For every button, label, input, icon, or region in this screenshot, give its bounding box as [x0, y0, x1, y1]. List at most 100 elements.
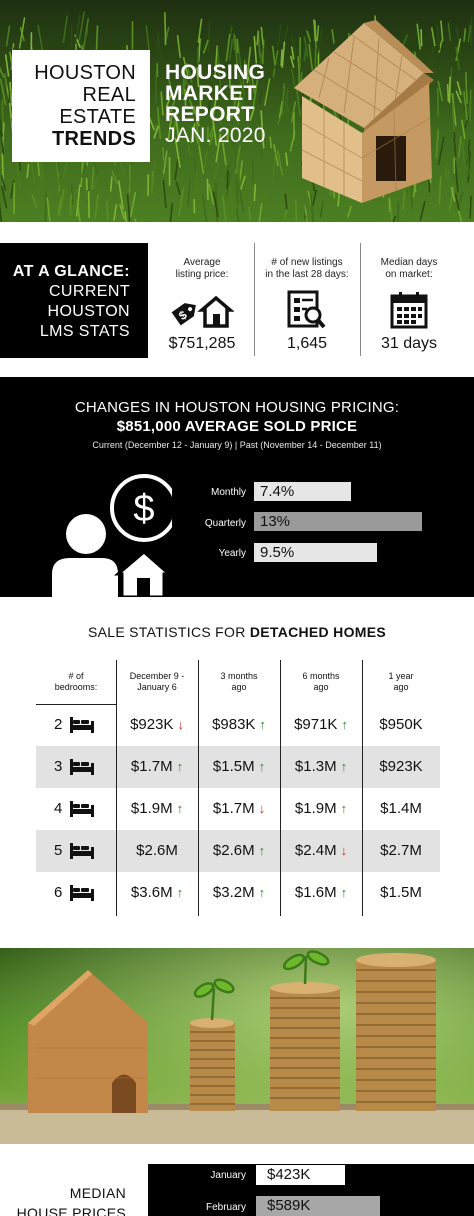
bed-icon — [70, 843, 94, 859]
stat-caption: # of new listings — [271, 257, 343, 268]
header-divider — [36, 704, 116, 705]
arrow-up-icon: ↑ — [340, 759, 348, 774]
price-value: $1.5M — [380, 884, 422, 901]
svg-text:$: $ — [133, 488, 154, 530]
person-dollar-house-icon: $ — [52, 474, 172, 597]
bed-icon — [70, 759, 94, 775]
report-line: HOUSING — [165, 61, 266, 84]
header-text: ago — [231, 682, 247, 692]
report-title: HOUSING MARKET REPORT JAN. 2020 — [165, 62, 266, 146]
column-divider — [362, 660, 363, 916]
divider — [254, 243, 255, 356]
price-cell: $1.5M ↑ — [198, 746, 280, 788]
price-cell: $1.4M — [362, 788, 440, 830]
header-1-year: 1 year ago — [362, 660, 440, 704]
price-cell: $1.6M ↑ — [280, 872, 362, 914]
median-bar-january: $423K — [256, 1165, 345, 1185]
change-label-yearly: Yearly — [218, 548, 246, 559]
header-text: December 9 - — [129, 671, 185, 681]
glance-heading-box: AT A GLANCE: CURRENT HOUSTON LMS STATS — [0, 243, 148, 358]
sale-title-prefix: SALE STATISTICS FOR — [87, 624, 250, 640]
stat-caption: on market: — [385, 269, 433, 280]
glance-line: CURRENT — [48, 283, 130, 300]
price-cell: $950K — [362, 704, 440, 746]
sale-statistics-title: SALE STATISTICS FOR DETACHED HOMES — [0, 624, 474, 640]
divider — [360, 243, 361, 356]
column-divider — [198, 660, 199, 916]
title-line: ESTATE — [59, 106, 136, 128]
header-text: 6 months — [302, 671, 340, 681]
change-bar-monthly: 7.4% — [254, 482, 351, 501]
median-bar-february: $589K — [256, 1196, 380, 1216]
bedroom-count: 4 — [54, 800, 63, 817]
median-heading: MEDIAN — [69, 1185, 126, 1201]
table-row: 5 $2.6M $2.6M ↑ $2.4M ↓ $2.7M — [36, 830, 440, 872]
title-line: TRENDS — [51, 128, 136, 150]
stat-median-days: Median days on market: 31 days — [361, 243, 457, 358]
stat-caption: listing price: — [175, 269, 229, 280]
coins-house-image — [0, 948, 474, 1144]
arrow-down-icon: ↓ — [258, 801, 266, 816]
stat-caption: Average — [183, 257, 221, 268]
price-value: $1.7M — [212, 800, 255, 817]
arrow-up-icon: ↑ — [258, 759, 266, 774]
report-line: MARKET — [165, 82, 257, 105]
arrow-up-icon: ↑ — [176, 801, 184, 816]
change-label-quarterly: Quarterly — [204, 518, 246, 529]
wooden-house-image — [294, 20, 434, 203]
change-label-monthly: Monthly — [210, 487, 246, 498]
price-value: $2.6M — [136, 842, 178, 859]
price-cell: $1.3M ↑ — [280, 746, 362, 788]
price-value: $1.4M — [380, 800, 422, 817]
price-value: $2.7M — [380, 842, 422, 859]
stat-average-listing-price: Average listing price: $ $751,285 — [150, 243, 254, 358]
average-sold-price: $851,000 AVERAGE SOLD PRICE — [116, 418, 358, 435]
change-bar-yearly: 9.5% — [254, 543, 377, 562]
price-value: $3.6M — [130, 884, 173, 901]
coins-house-illustration — [0, 948, 474, 1144]
header-text: # of — [68, 671, 84, 681]
table-row: 4 $1.9M ↑ $1.7M ↓ $1.9M ↑ $1.4M — [36, 788, 440, 830]
arrow-up-icon: ↑ — [259, 717, 266, 732]
sale-title-bold: DETACHED HOMES — [249, 624, 386, 640]
stat-caption: Median days — [380, 257, 438, 268]
arrow-up-icon: ↑ — [176, 885, 184, 900]
table-row: 3 $1.7M ↑ $1.5M ↑ $1.3M ↑ $923K — [36, 746, 440, 788]
glance-line: HOUSTON — [47, 303, 130, 320]
bedroom-count: 5 — [54, 842, 63, 859]
arrow-down-icon: ↓ — [340, 843, 348, 858]
arrow-up-icon: ↑ — [258, 843, 266, 858]
header-6-months: 6 months ago — [280, 660, 362, 704]
price-value: $1.9M — [294, 800, 337, 817]
bed-icon — [70, 885, 94, 901]
price-value: $1.3M — [294, 758, 337, 775]
arrow-up-icon: ↑ — [340, 801, 348, 816]
median-heading: HOUSE PRICES — [16, 1205, 126, 1216]
pricing-heading: CHANGES IN HOUSTON HOUSING PRICING: — [74, 399, 400, 416]
bedroom-count: 2 — [54, 716, 63, 733]
report-date: JAN. 2020 — [165, 124, 266, 147]
glance-line: LMS STATS — [39, 323, 130, 340]
pricing-changes-section: CHANGES IN HOUSTON HOUSING PRICING: $851… — [0, 377, 474, 597]
price-cell: $3.2M ↑ — [198, 872, 280, 914]
median-label-january: January — [210, 1170, 246, 1181]
median-prices-section: MEDIAN HOUSE PRICES January $423K Februa… — [0, 1164, 474, 1216]
price-value: $971K — [294, 716, 338, 733]
price-tag-house-icon: $ — [171, 295, 234, 328]
header-text: January 6 — [137, 682, 177, 692]
price-cell: $2.6M — [116, 830, 198, 872]
bed-icon — [70, 717, 94, 733]
stat-new-listings: # of new listings in the last 28 days: 1,… — [255, 243, 359, 358]
title-line: REAL — [82, 84, 136, 106]
price-value: $1.5M — [212, 758, 255, 775]
hero-section: HOUSTON REAL ESTATE TRENDS HOUSING MARKE… — [0, 0, 474, 222]
median-heading-box: MEDIAN HOUSE PRICES — [0, 1164, 148, 1216]
report-line: REPORT — [165, 103, 255, 126]
title-line: HOUSTON — [34, 62, 136, 84]
price-value: $3.2M — [212, 884, 255, 901]
arrow-down-icon: ↓ — [177, 717, 184, 732]
glance-heading: AT A GLANCE: — [12, 263, 130, 280]
bed-icon — [70, 801, 94, 817]
header-3-months: 3 months ago — [198, 660, 280, 704]
arrow-up-icon: ↑ — [258, 885, 266, 900]
